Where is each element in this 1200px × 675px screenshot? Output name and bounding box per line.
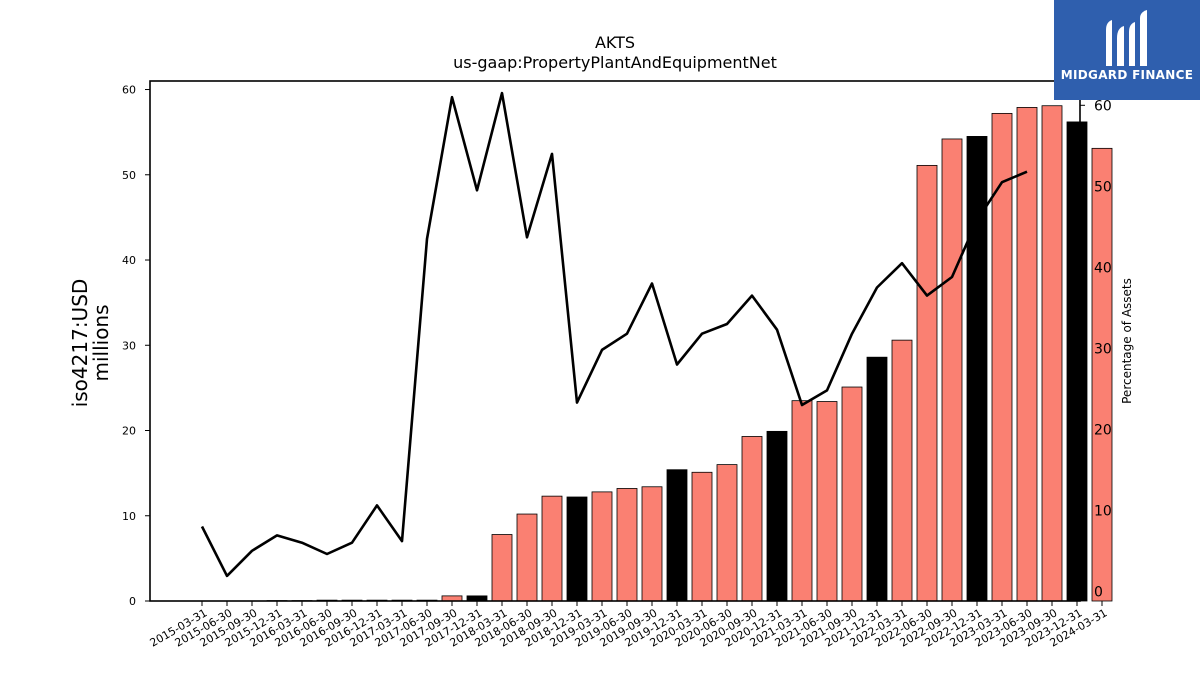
bar <box>916 164 938 602</box>
left-tick-label: 20 <box>122 425 136 438</box>
x-axis-ticks: 2015-03-312015-06-302015-09-302015-12-31… <box>148 601 1110 650</box>
bar-series <box>266 105 1113 602</box>
right-tick-label: 50 <box>1094 179 1112 195</box>
bar <box>541 495 563 602</box>
bar <box>841 386 863 602</box>
plot-frame <box>149 80 1081 602</box>
midgard-finance-logo: MIDGARD FINANCE <box>1054 0 1200 100</box>
right-tick-label: 20 <box>1094 422 1112 438</box>
left-axis-ticks: 0 10 20 30 40 50 60 <box>122 84 150 608</box>
axis-labels: iso4217:USDmillions Percentage of Assets <box>68 278 1134 407</box>
logo-text: MIDGARD FINANCE <box>1060 68 1194 82</box>
percentage-line <box>200 91 1028 578</box>
bar <box>941 138 963 602</box>
bar <box>1016 107 1038 602</box>
bar <box>691 471 713 602</box>
left-tick-label: 50 <box>122 169 136 182</box>
right-tick-label: 40 <box>1094 260 1112 276</box>
chart-subtitle: us-gaap:PropertyPlantAndEquipmentNet <box>453 53 777 72</box>
right-tick-label: 10 <box>1094 503 1112 519</box>
axes <box>149 80 1081 602</box>
left-tick-label: 60 <box>122 84 136 97</box>
right-tick-label: 0 <box>1094 584 1103 600</box>
bar <box>491 534 513 602</box>
bar <box>966 136 988 602</box>
y2-axis-label: Percentage of Assets <box>1120 278 1134 404</box>
right-tick-label: 30 <box>1094 341 1112 357</box>
left-tick-label: 30 <box>122 339 136 352</box>
bar <box>516 513 538 602</box>
chart-title: AKTS <box>594 33 636 52</box>
left-tick-label: 40 <box>122 254 136 267</box>
bar <box>1091 147 1113 602</box>
bar <box>641 486 663 602</box>
midgard-logo-icon <box>1106 10 1147 66</box>
left-tick-label: 10 <box>122 510 136 523</box>
y-axis-label: iso4217:USDmillions <box>68 279 113 408</box>
bar <box>1066 121 1088 602</box>
bar <box>991 112 1013 602</box>
bar <box>666 469 688 602</box>
bar <box>716 464 738 602</box>
percentage-line-series <box>200 91 1028 578</box>
bar <box>566 496 588 602</box>
bar <box>616 488 638 602</box>
bar <box>1041 105 1063 602</box>
bar <box>791 400 813 602</box>
right-axis-ticks: 0 10 20 30 40 50 60 <box>1080 98 1112 600</box>
bar <box>741 436 763 602</box>
bar <box>891 339 913 602</box>
bar <box>866 356 888 602</box>
bar <box>591 491 613 602</box>
bar <box>816 401 838 602</box>
right-tick-label: 60 <box>1094 98 1112 114</box>
bar <box>766 430 788 602</box>
left-tick-label: 0 <box>129 595 136 608</box>
